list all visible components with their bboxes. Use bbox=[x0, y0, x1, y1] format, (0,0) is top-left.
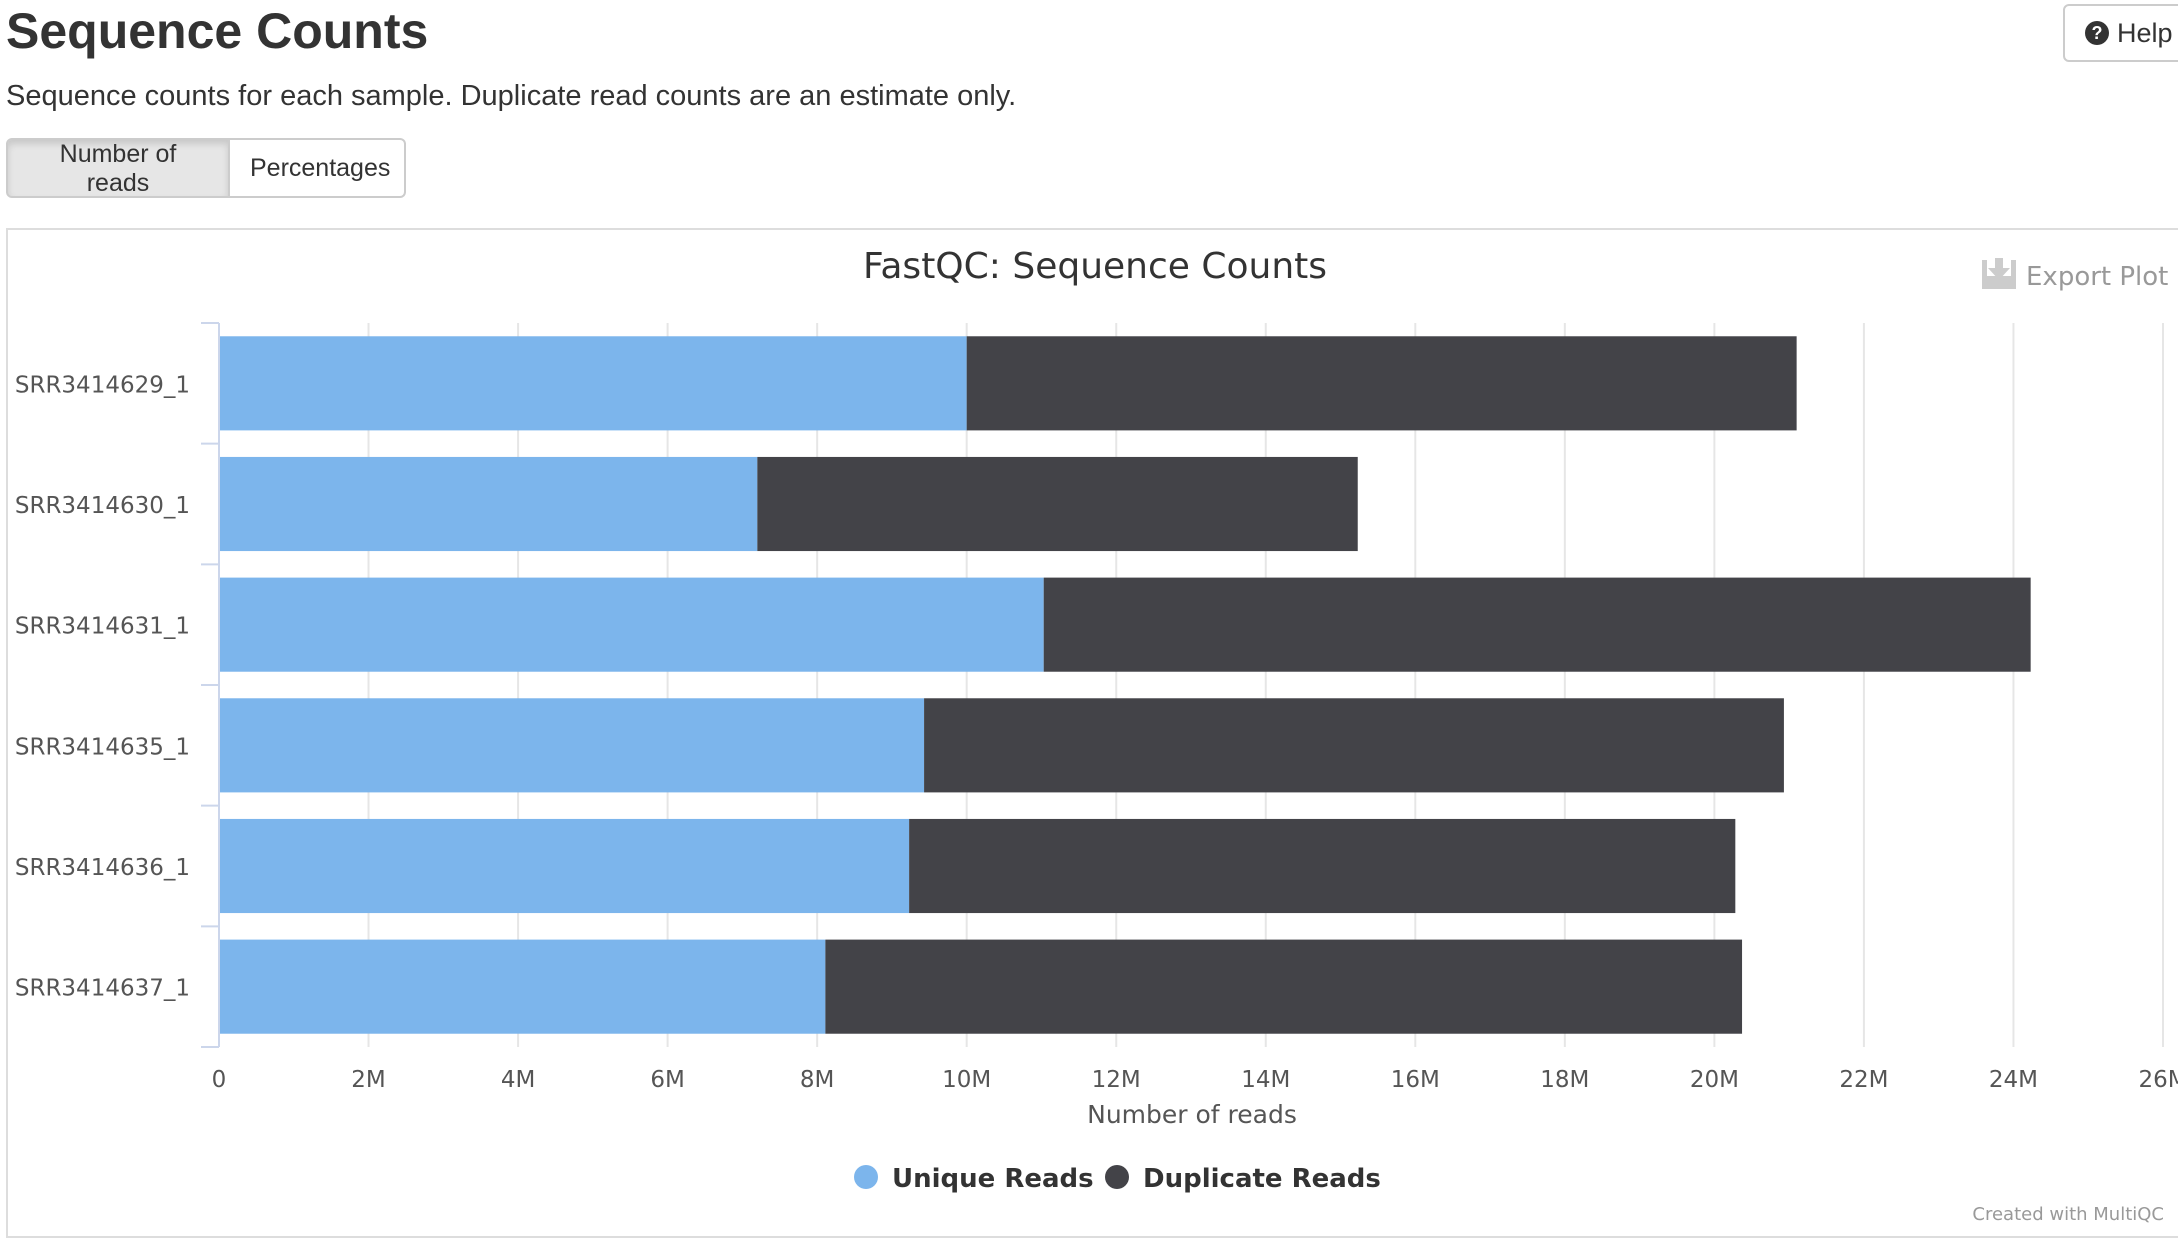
x-tick-label: 14M bbox=[1241, 1067, 1290, 1093]
bar-duplicate-reads[interactable] bbox=[909, 818, 1736, 914]
bar-unique-reads[interactable] bbox=[219, 698, 925, 793]
y-tick-label: SRR3414635_1 bbox=[15, 734, 190, 760]
x-tick-label: 2M bbox=[351, 1067, 385, 1093]
x-tick-label: 4M bbox=[501, 1067, 535, 1093]
export-plot-label: Export Plot bbox=[2026, 262, 2168, 292]
section-description: Sequence counts for each sample. Duplica… bbox=[6, 80, 1017, 112]
legend-label-duplicate-reads: Duplicate Reads bbox=[1143, 1164, 1381, 1194]
bar-unique-reads[interactable] bbox=[219, 577, 1044, 672]
question-circle-icon: ? bbox=[2085, 21, 2109, 45]
axes: 0 2M 4M 6M 8M 10M 12M 14M 16M 18M 20M 22M 24M 26M SRR3… bbox=[15, 322, 2178, 1093]
legend-marker-duplicate-reads bbox=[1105, 1165, 1129, 1189]
y-tick-label: SRR3414630_1 bbox=[15, 493, 190, 519]
x-tick-label: 8M bbox=[800, 1067, 834, 1093]
y-tick-label: SRR3414631_1 bbox=[15, 614, 190, 640]
y-tick-label: SRR3414629_1 bbox=[15, 372, 190, 398]
tab-percentages[interactable]: Percentages bbox=[230, 138, 406, 198]
x-tick-label: 26M bbox=[2138, 1067, 2178, 1093]
x-tick-label: 12M bbox=[1092, 1067, 1141, 1093]
bar-duplicate-reads[interactable] bbox=[924, 698, 1784, 793]
x-tick-label: 16M bbox=[1391, 1067, 1440, 1093]
bars bbox=[219, 336, 2031, 1034]
legend-marker-unique-reads bbox=[854, 1165, 878, 1189]
bar-duplicate-reads[interactable] bbox=[825, 939, 1743, 1034]
help-button[interactable]: ? Help bbox=[2063, 4, 2178, 62]
legend: Unique Reads Duplicate Reads bbox=[854, 1164, 1381, 1194]
x-tick-label: 10M bbox=[942, 1067, 991, 1093]
bar-unique-reads[interactable] bbox=[219, 336, 967, 431]
y-tick-label: SRR3414636_1 bbox=[15, 855, 190, 881]
legend-label-unique-reads: Unique Reads bbox=[892, 1164, 1094, 1194]
x-axis-label: Number of reads bbox=[1087, 1100, 1297, 1129]
bar-duplicate-reads[interactable] bbox=[966, 336, 1797, 431]
legend-item-unique-reads[interactable]: Unique Reads bbox=[854, 1164, 1094, 1194]
chart-title: FastQC: Sequence Counts bbox=[863, 246, 1327, 287]
bar-duplicate-reads[interactable] bbox=[1043, 577, 2031, 672]
x-tick-label: 6M bbox=[650, 1067, 684, 1093]
x-tick-label: 0 bbox=[212, 1067, 227, 1093]
help-label: Help bbox=[2117, 17, 2173, 48]
bar-unique-reads[interactable] bbox=[219, 456, 758, 552]
bar-unique-reads[interactable] bbox=[219, 818, 910, 914]
x-tick-label: 24M bbox=[1989, 1067, 2038, 1093]
tab-number-of-reads[interactable]: Number of reads bbox=[6, 138, 230, 198]
download-icon bbox=[1982, 258, 2016, 289]
x-tick-label: 20M bbox=[1690, 1067, 1739, 1093]
grid-lines bbox=[367, 323, 2164, 1047]
export-plot-button[interactable]: Export Plot bbox=[1982, 258, 2168, 292]
legend-item-duplicate-reads[interactable]: Duplicate Reads bbox=[1105, 1164, 1381, 1194]
x-tick-label: 18M bbox=[1540, 1067, 1589, 1093]
page-title: Sequence Counts bbox=[6, 3, 429, 59]
x-tick-label: 22M bbox=[1839, 1067, 1888, 1093]
bar-unique-reads[interactable] bbox=[219, 939, 826, 1034]
view-toggle: Number of reads Percentages bbox=[6, 138, 406, 198]
bar-duplicate-reads[interactable] bbox=[757, 456, 1358, 552]
y-tick-label: SRR3414637_1 bbox=[15, 976, 190, 1002]
multiqc-credit: Created with MultiQC bbox=[1972, 1204, 2164, 1225]
